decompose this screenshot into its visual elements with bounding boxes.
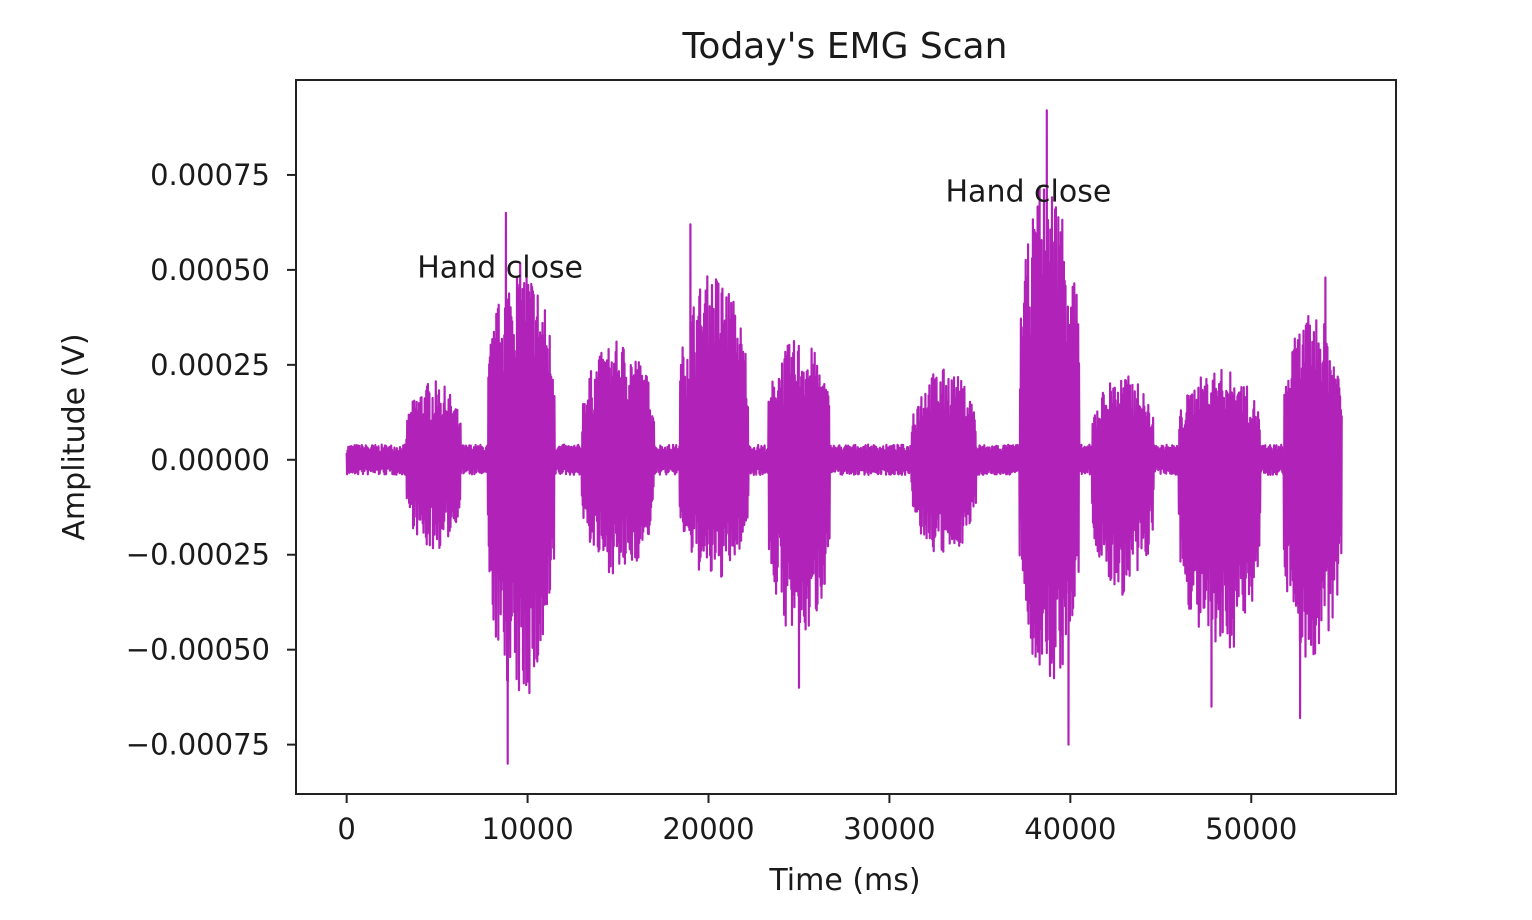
y-tick-label: 0.00025 [150,348,270,382]
chart-title: Today's EMG Scan [682,26,1008,67]
annotation-hand-close: Hand close [417,250,583,285]
emg-series-line [345,109,1343,765]
y-tick-label: −0.00050 [126,633,270,667]
y-axis: 0.00075 0.00050 0.00025 0.00000 −0.00025 −0.0… [126,158,296,762]
annotation-hand-close: Hand close [946,175,1112,210]
plot-area [345,109,1343,765]
x-tick-label: 0 [337,812,355,846]
x-tick-label: 20000 [662,812,754,846]
annotations: Hand close Hand close [417,175,1111,286]
x-tick-label: 40000 [1024,812,1116,846]
y-tick-label: 0.00075 [150,158,270,192]
x-tick-label: 10000 [481,812,573,846]
x-axis: 0 10000 20000 30000 40000 50000 [337,794,1297,846]
y-axis-label: Amplitude (V) [57,333,92,540]
y-tick-label: −0.00075 [126,728,270,762]
y-tick-label: 0.00050 [150,253,270,287]
x-tick-label: 30000 [843,812,935,846]
x-axis-label: Time (ms) [768,863,920,898]
x-tick-label: 50000 [1205,812,1297,846]
plot-frame [295,79,1397,795]
y-tick-label: −0.00025 [126,538,270,572]
y-tick-label: 0.00000 [150,443,270,477]
